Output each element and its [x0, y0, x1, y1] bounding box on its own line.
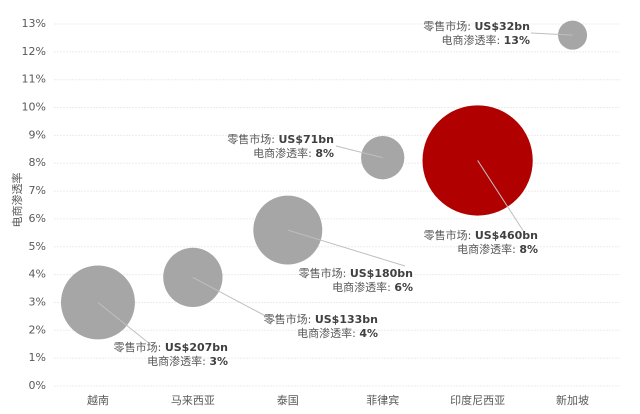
- value-label-prefix: 电商渗透率:: [332, 280, 394, 294]
- x-tick-label: 马来西亚: [171, 394, 215, 407]
- size-label: 零售市场: US$133bn: [264, 312, 378, 326]
- x-tick-label: 印度尼西亚: [450, 393, 505, 407]
- value-label-value: 4%: [359, 327, 378, 340]
- leader-line: [192, 276, 276, 322]
- x-tick-label: 新加坡: [556, 393, 589, 407]
- size-label-prefix: 零售市场:: [114, 340, 165, 354]
- size-label-value: US$71bn: [278, 133, 334, 146]
- leader-line: [287, 229, 406, 267]
- y-tick-label: 8%: [29, 156, 46, 169]
- size-label: 零售市场: US$207bn: [114, 340, 228, 354]
- value-label-value: 3%: [209, 355, 228, 368]
- y-tick-label: 12%: [22, 45, 46, 58]
- size-label-value: US$133bn: [315, 313, 378, 326]
- y-tick-label: 6%: [29, 212, 46, 225]
- y-tick-label: 11%: [22, 73, 46, 86]
- size-label-prefix: 零售市场:: [423, 19, 474, 33]
- bubble: [558, 20, 588, 50]
- value-label: 电商渗透率: 6%: [332, 280, 413, 294]
- value-label-prefix: 电商渗透率:: [147, 354, 209, 368]
- value-label-value: 8%: [519, 243, 538, 256]
- leader-line: [335, 145, 383, 159]
- size-label-value: US$32bn: [474, 20, 530, 33]
- leader-line: [97, 302, 151, 345]
- size-label: 零售市场: US$71bn: [227, 132, 334, 146]
- size-label-prefix: 零售市场:: [424, 228, 475, 242]
- value-label: 电商渗透率: 4%: [297, 326, 378, 340]
- size-label: 零售市场: US$180bn: [299, 266, 413, 280]
- value-label-prefix: 电商渗透率:: [253, 146, 315, 160]
- y-tick-label: 2%: [29, 323, 46, 336]
- leader-line: [477, 160, 525, 233]
- y-tick-label: 1%: [29, 351, 46, 364]
- value-label-prefix: 电商渗透率:: [457, 242, 519, 256]
- value-label-prefix: 电商渗透率:: [297, 326, 359, 340]
- y-tick-label: 9%: [29, 128, 46, 141]
- value-label-value: 13%: [504, 34, 530, 47]
- value-label-value: 8%: [315, 147, 334, 160]
- x-tick-label: 泰国: [277, 393, 299, 407]
- size-label-value: US$180bn: [350, 267, 413, 280]
- y-tick-label: 3%: [29, 295, 46, 308]
- x-tick-label: 菲律宾: [366, 393, 399, 407]
- value-label-prefix: 电商渗透率:: [441, 33, 503, 47]
- size-label: 零售市场: US$32bn: [423, 19, 530, 33]
- value-label: 电商渗透率: 8%: [253, 146, 334, 160]
- value-label: 电商渗透率: 13%: [441, 33, 530, 47]
- size-label-value: US$207bn: [165, 341, 228, 354]
- y-tick-label: 5%: [29, 240, 46, 253]
- size-label: 零售市场: US$460bn: [424, 228, 538, 242]
- value-label: 电商渗透率: 3%: [147, 354, 228, 368]
- y-tick-label: 13%: [22, 17, 46, 30]
- size-label-prefix: 零售市场:: [264, 312, 315, 326]
- y-axis-label: 电商渗透率: [10, 173, 24, 228]
- y-tick-label: 0%: [29, 379, 46, 392]
- leader-line: [530, 32, 573, 36]
- y-tick-label: 7%: [29, 184, 46, 197]
- value-label-value: 6%: [394, 281, 413, 294]
- value-label: 电商渗透率: 8%: [457, 242, 538, 256]
- y-tick-label: 10%: [22, 101, 46, 114]
- size-label-value: US$460bn: [475, 229, 538, 242]
- x-tick-label: 越南: [87, 393, 109, 407]
- size-label-prefix: 零售市场:: [227, 132, 278, 146]
- bubble: [422, 105, 533, 216]
- y-tick-label: 4%: [29, 268, 46, 281]
- size-label-prefix: 零售市场:: [299, 266, 350, 280]
